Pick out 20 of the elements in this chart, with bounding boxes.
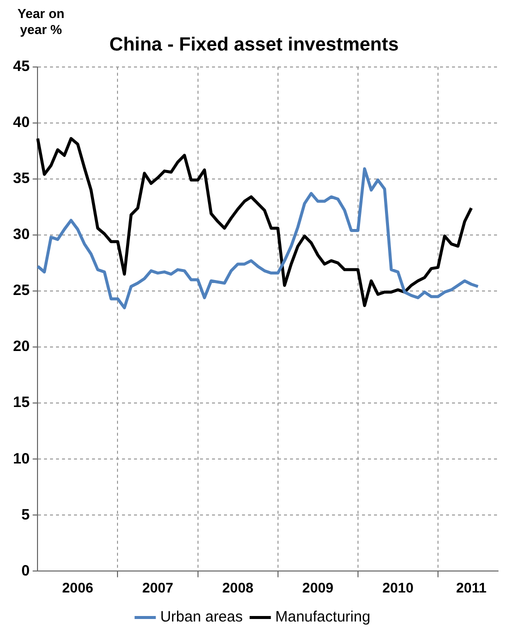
y-tick-label: 15 xyxy=(12,394,30,412)
x-tick-label: 2010 xyxy=(382,579,414,596)
legend-label: Manufacturing xyxy=(275,608,370,626)
y-tick-label: 5 xyxy=(21,506,30,524)
x-tick-label: 2007 xyxy=(142,579,174,596)
y-tick-label: 40 xyxy=(12,114,30,131)
y-tick-label: 10 xyxy=(12,450,30,468)
y-tick-label: 35 xyxy=(12,170,30,188)
x-tick-label: 2006 xyxy=(62,579,94,596)
legend-label: Urban areas xyxy=(160,608,243,626)
y-tick-label: 30 xyxy=(12,226,30,244)
x-tick-label: 2011 xyxy=(456,579,487,596)
y-tick-label: 20 xyxy=(12,338,30,356)
x-tick-label: 2009 xyxy=(302,579,334,596)
chart-title: China - Fixed asset investments xyxy=(109,34,399,56)
y-tick-label: 45 xyxy=(12,58,30,75)
x-tick-label: 2008 xyxy=(222,579,254,596)
y-tick-label: 25 xyxy=(12,282,30,300)
y-axis-title: Year on year % xyxy=(16,6,66,38)
y-tick-label: 0 xyxy=(21,562,30,580)
